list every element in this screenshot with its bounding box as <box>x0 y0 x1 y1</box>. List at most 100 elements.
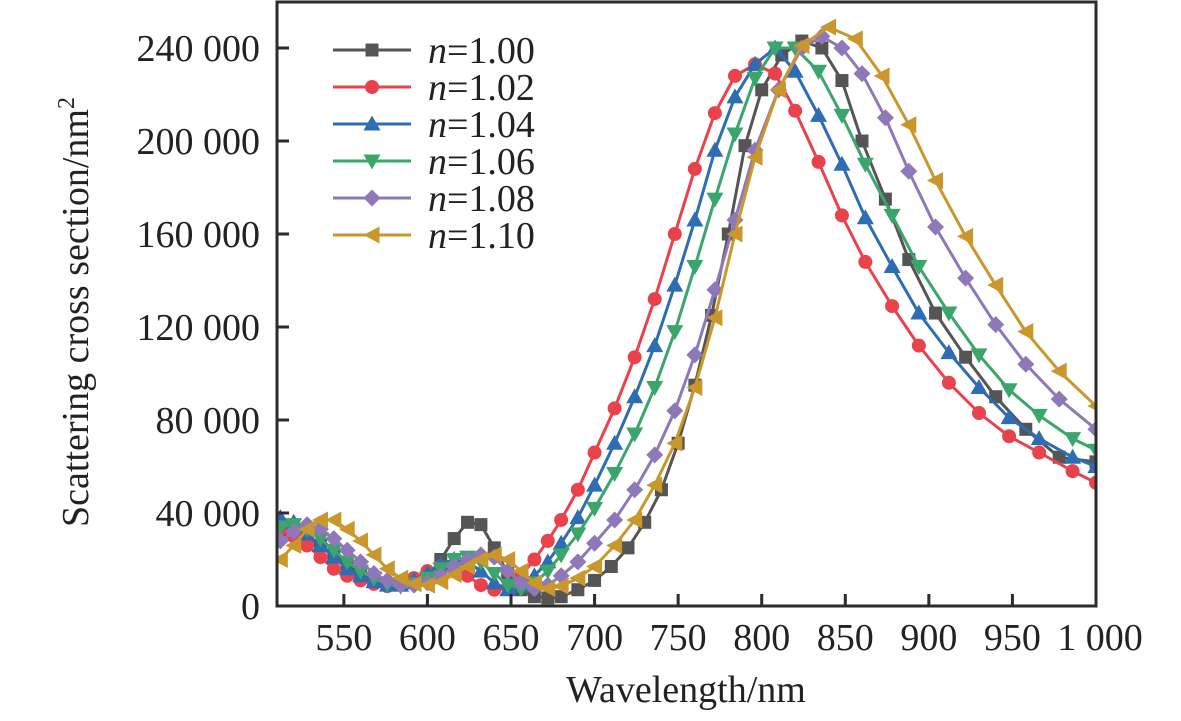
series-line <box>279 25 1096 591</box>
data-point <box>855 134 869 148</box>
data-point <box>606 466 624 482</box>
data-point <box>277 520 289 536</box>
data-point <box>445 566 462 584</box>
legend-item: n=1.02 <box>333 67 535 109</box>
data-point <box>1017 323 1034 341</box>
y-tick-label: 240 000 <box>137 28 261 70</box>
data-point <box>378 571 396 589</box>
data-point <box>833 108 851 124</box>
data-point <box>539 564 557 580</box>
series-line <box>279 62 1096 592</box>
data-point <box>856 157 874 173</box>
legend-label: n=1.04 <box>428 104 535 146</box>
data-point <box>957 269 975 287</box>
data-point <box>499 578 517 594</box>
data-point <box>959 350 973 364</box>
data-point <box>885 299 900 314</box>
data-point <box>285 523 303 541</box>
data-point <box>311 511 328 529</box>
data-point <box>970 348 988 364</box>
data-point <box>300 538 315 553</box>
data-point <box>338 555 356 571</box>
data-point <box>586 557 603 575</box>
data-point <box>552 534 570 550</box>
data-point <box>1089 455 1096 469</box>
data-point <box>726 225 743 243</box>
data-point <box>746 71 764 87</box>
y-axis-title: Scattering cross section/nm2 <box>54 97 97 527</box>
data-point <box>525 574 542 592</box>
data-point <box>1089 475 1096 490</box>
data-point <box>686 346 704 364</box>
data-point <box>646 476 663 494</box>
data-point <box>1087 420 1096 438</box>
data-point <box>727 68 742 83</box>
data-point <box>820 18 837 36</box>
x-tick-label: 600 <box>399 617 456 659</box>
data-point <box>910 304 928 320</box>
data-point <box>587 445 602 460</box>
data-point <box>970 378 988 394</box>
data-point <box>686 211 704 227</box>
data-point <box>972 406 986 421</box>
series-n=1.02 <box>277 57 1096 597</box>
legend-item: n=1.06 <box>333 141 535 183</box>
legend-item: n=1.10 <box>333 215 535 257</box>
data-point <box>569 527 587 543</box>
data-point <box>586 501 604 517</box>
data-point <box>485 546 502 564</box>
data-point <box>588 573 602 587</box>
data-point <box>485 566 503 582</box>
data-point <box>987 316 1005 334</box>
data-point <box>1002 429 1017 444</box>
data-point <box>706 141 724 157</box>
data-point <box>810 64 828 80</box>
legend-label: n=1.10 <box>428 215 535 257</box>
x-tick-label: 1 000 <box>1057 617 1143 659</box>
data-point <box>540 533 555 548</box>
data-point <box>910 260 928 276</box>
data-point <box>746 55 764 71</box>
data-point <box>813 27 831 45</box>
data-point <box>473 578 488 593</box>
series-line <box>279 34 1096 591</box>
data-point <box>755 83 769 97</box>
data-point <box>586 534 604 552</box>
data-point <box>552 577 569 595</box>
data-point <box>338 520 355 538</box>
data-point <box>569 509 587 525</box>
y-axis-title-superscript: 2 <box>54 97 80 109</box>
data-point <box>447 532 461 546</box>
data-point <box>833 155 851 171</box>
data-point <box>666 402 684 420</box>
data-point <box>569 553 587 571</box>
data-point <box>687 161 702 176</box>
legend-marker <box>363 154 381 170</box>
data-point <box>707 106 722 121</box>
data-point <box>499 551 516 568</box>
data-point <box>626 388 644 404</box>
x-tick-label: 850 <box>817 617 874 659</box>
data-point <box>883 208 901 224</box>
data-point <box>365 564 383 582</box>
data-point <box>927 218 945 236</box>
data-point <box>352 532 369 550</box>
data-point <box>325 543 343 559</box>
x-tick-label: 900 <box>900 617 957 659</box>
y-tick-label: 40 000 <box>156 493 261 535</box>
data-point <box>726 127 744 143</box>
data-point <box>666 325 684 341</box>
data-point <box>811 154 826 169</box>
data-point <box>768 66 783 81</box>
legend-item: n=1.04 <box>333 104 535 146</box>
data-point <box>810 106 828 122</box>
series-line <box>279 46 1096 592</box>
data-point <box>646 446 664 464</box>
data-point <box>311 532 329 548</box>
data-point <box>459 557 476 575</box>
data-point <box>586 476 604 492</box>
x-axis-title: Wavelength/nm <box>566 669 806 711</box>
data-point <box>666 434 683 452</box>
data-point <box>606 511 624 529</box>
data-point <box>277 551 288 568</box>
